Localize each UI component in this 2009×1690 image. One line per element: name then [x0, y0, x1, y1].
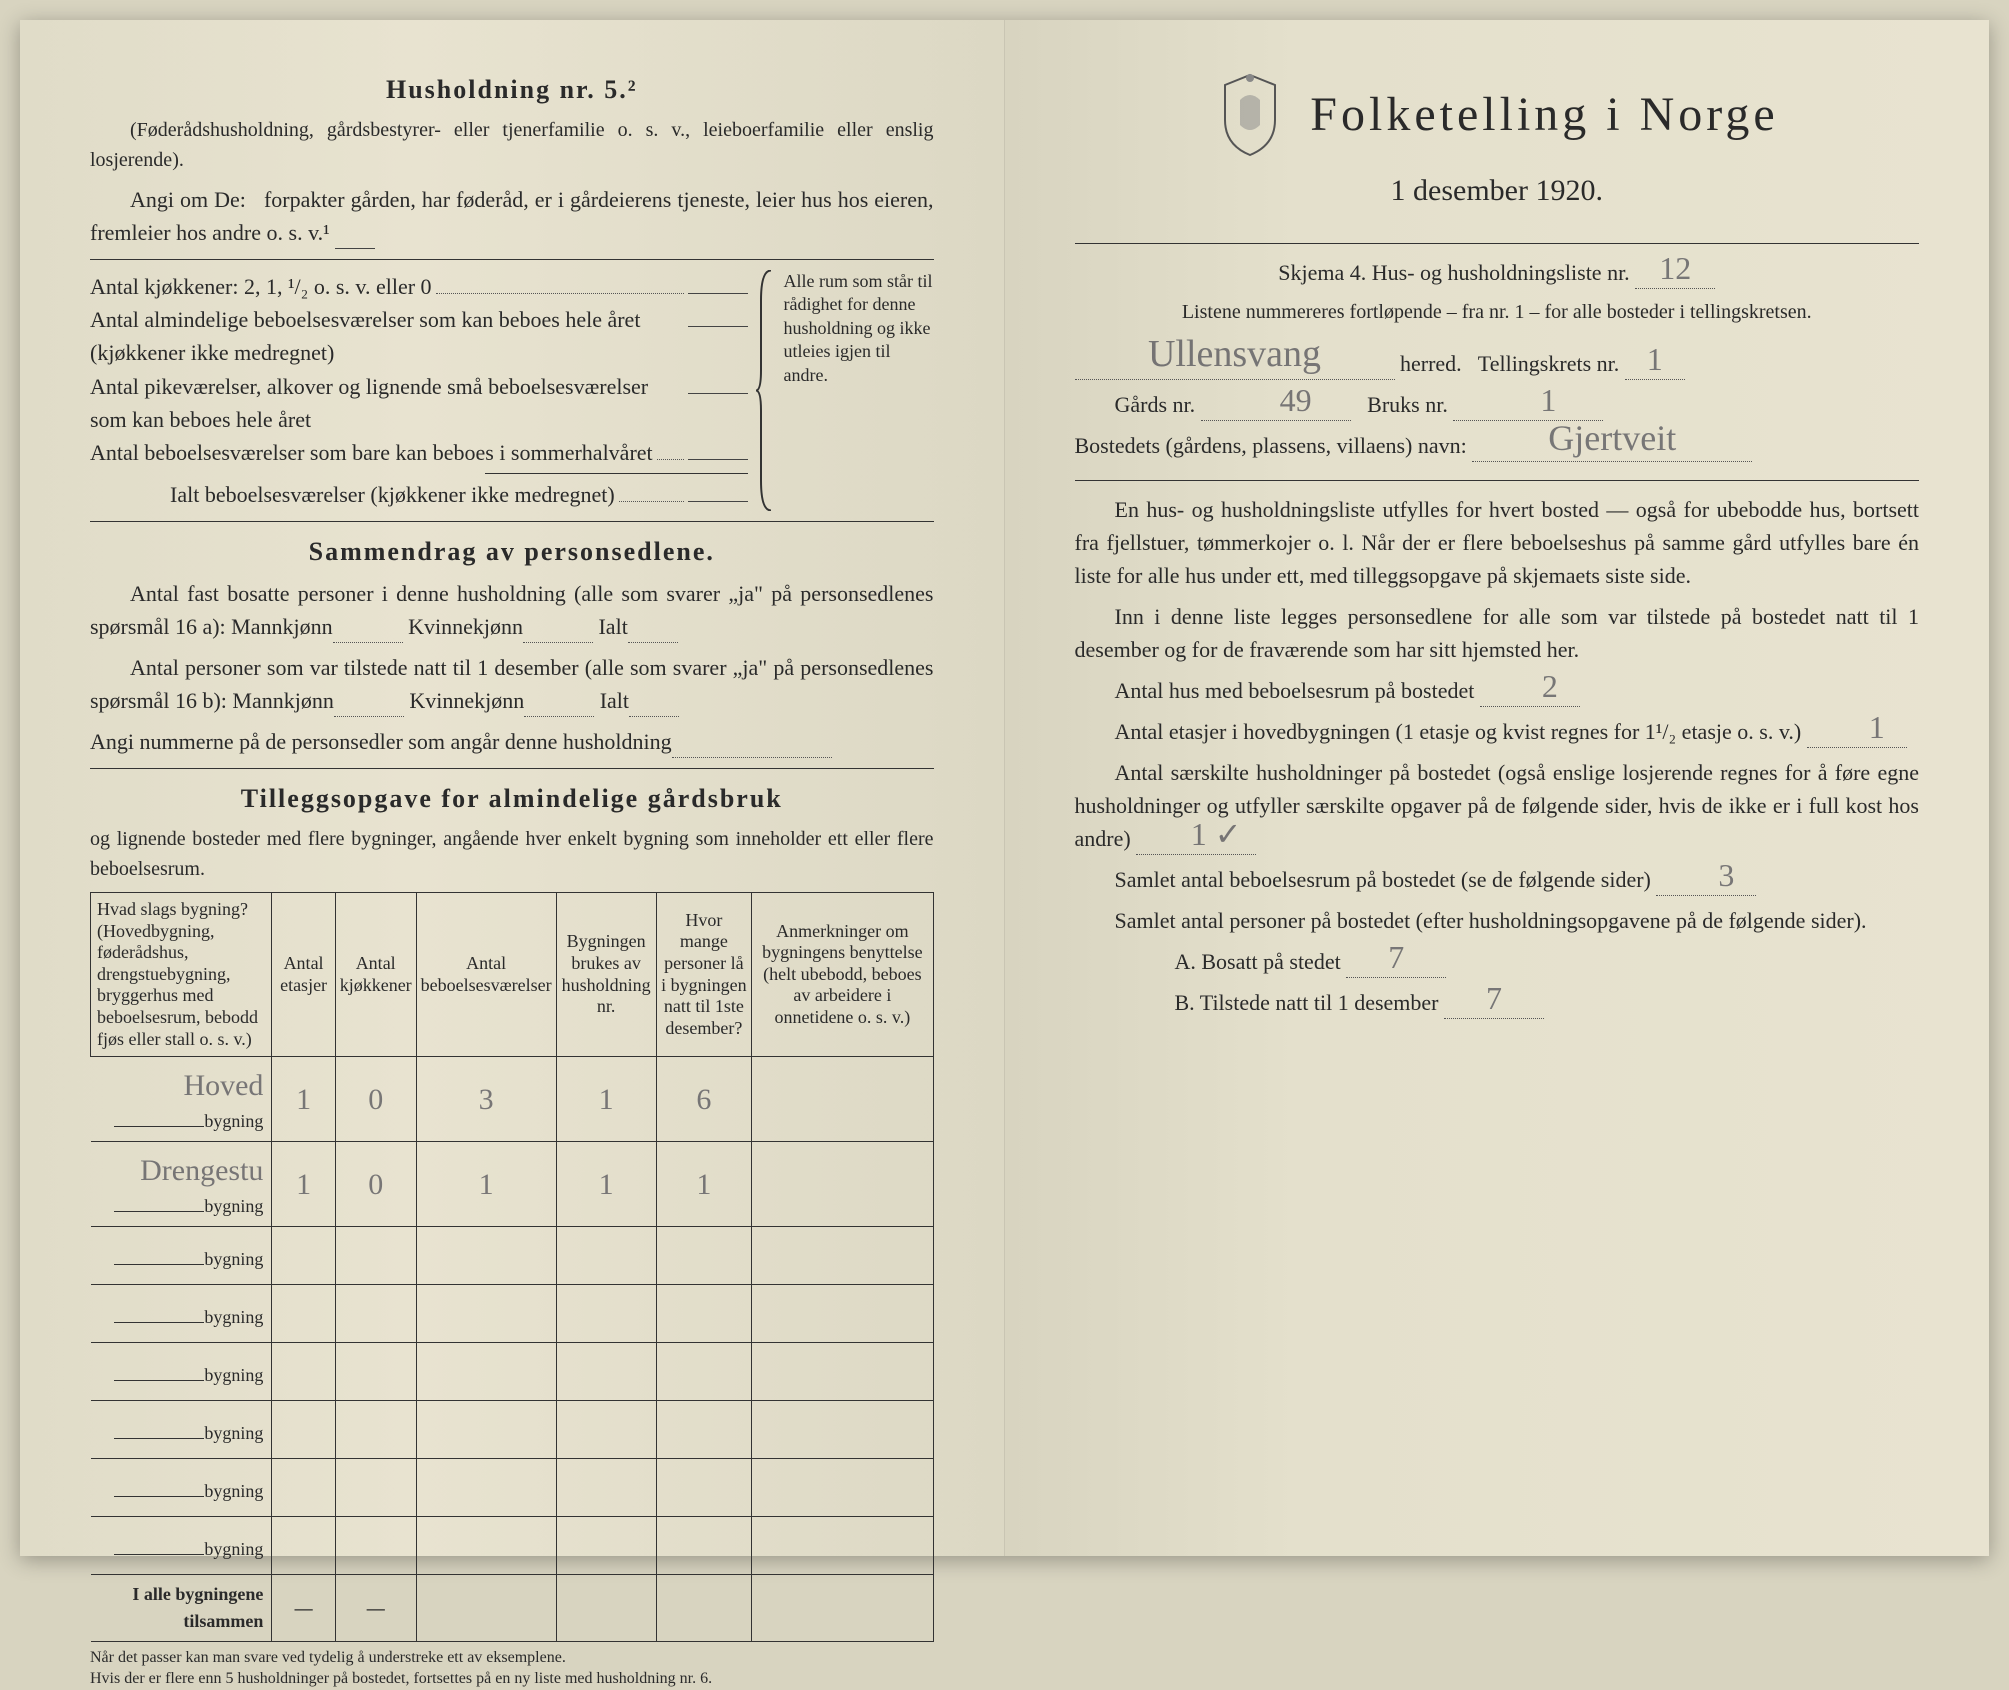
left-page: Husholdning nr. 5.² (Føderådshusholdning… — [20, 20, 1005, 1556]
building-table: Hvad slags bygning? (Hovedbygning, føder… — [90, 892, 934, 1642]
table-row: bygning — [91, 1401, 934, 1459]
q5: Samlet antal personer på bostedet (efter… — [1075, 904, 1920, 937]
skjema-line: Skjema 4. Hus- og husholdningsliste nr. … — [1075, 256, 1920, 289]
crest-icon — [1215, 70, 1285, 160]
fast-persons: Antal fast bosatte personer i denne hush… — [90, 577, 934, 643]
tilstede-persons: Antal personer som var tilstede natt til… — [90, 651, 934, 717]
table-row: bygning — [91, 1227, 934, 1285]
table-row: bygning — [91, 1285, 934, 1343]
gards-line: Gårds nr. 49 Bruks nr. 1 — [1075, 388, 1920, 421]
tillegg-text: og lignende bosteder med flere bygninger… — [90, 824, 934, 884]
title-block: Folketelling i Norge 1 desember 1920. — [1075, 70, 1920, 213]
angi-nummer: Angi nummerne på de personsedler som ang… — [90, 725, 934, 758]
note2: Angi om De: forpakter gården, har føderå… — [90, 183, 934, 249]
q4: Samlet antal beboelsesrum på bostedet (s… — [1075, 863, 1920, 896]
table-row: bygning — [91, 1459, 934, 1517]
tillegg-heading: Tilleggsopgave for almindelige gårdsbruk — [90, 779, 934, 818]
sammendrag-heading: Sammendrag av personsedlene. — [90, 532, 934, 571]
subtitle: 1 desember 1920. — [1075, 168, 1920, 213]
listene-note: Listene nummereres fortløpende – fra nr.… — [1075, 297, 1920, 327]
q2: Antal etasjer i hovedbygningen (1 etasje… — [1075, 715, 1920, 748]
footnote1: Når det passer kan man svare ved tydelig… — [90, 1648, 934, 1690]
q3: Antal særskilte husholdninger på bostede… — [1075, 756, 1920, 855]
main-title: Folketelling i Norge — [1310, 79, 1778, 151]
qB: B. Tilstede natt til 1 desember 7 — [1075, 986, 1920, 1019]
brace-caption: Alle rum som står til rådighet for denne… — [784, 270, 934, 511]
table-row: bygning — [91, 1343, 934, 1401]
brace-icon — [756, 270, 776, 511]
document-spread: Husholdning nr. 5.² (Føderådshusholdning… — [20, 20, 1989, 1556]
table-header-row: Hvad slags bygning? (Hovedbygning, føder… — [91, 892, 934, 1056]
bosted-line: Bostedets (gårdens, plassens, villaens) … — [1075, 429, 1920, 462]
table-row: bygning — [91, 1517, 934, 1575]
q1: Antal hus med beboelsesrum på bostedet 2 — [1075, 674, 1920, 707]
herred-line: Ullensvang herred. Tellingskrets nr. 1 — [1075, 347, 1920, 380]
para2: Inn i denne liste legges personsedlene f… — [1075, 600, 1920, 666]
table-row: Drengestu bygning10111 — [91, 1142, 934, 1227]
note1: (Føderådshusholdning, gårdsbestyrer- ell… — [90, 115, 934, 175]
para1: En hus- og husholdningsliste utfylles fo… — [1075, 493, 1920, 592]
right-page: Folketelling i Norge 1 desember 1920. Sk… — [1005, 20, 1990, 1556]
table-row: Hoved bygning10316 — [91, 1057, 934, 1142]
rooms-block: Antal kjøkkener: 2, 1, ¹/₂ o. s. v. elle… — [90, 270, 934, 511]
household-heading: Husholdning nr. 5.² — [90, 70, 934, 109]
table-total-row: I alle bygningene tilsammen — — — [91, 1575, 934, 1642]
